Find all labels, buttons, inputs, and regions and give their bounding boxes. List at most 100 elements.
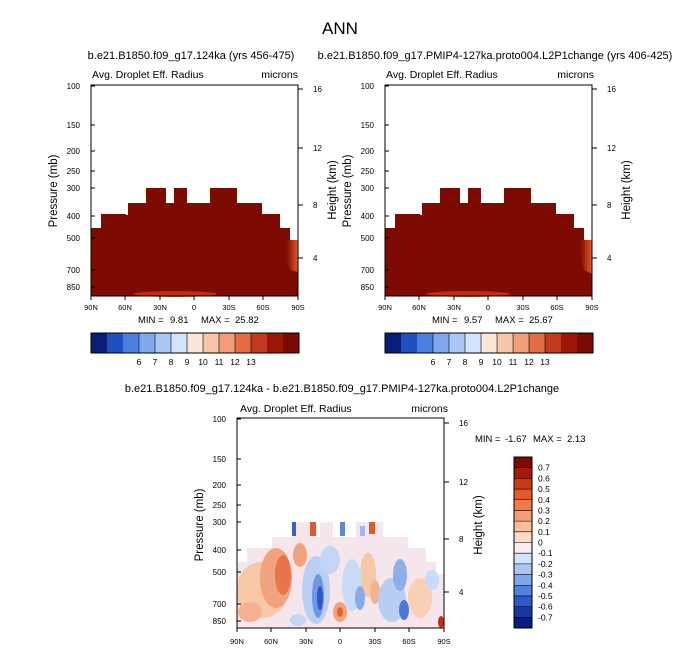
colorbar-swatch	[545, 333, 562, 353]
panel-2-warm-rim	[578, 240, 592, 274]
panel-1-variable-label: Avg. Droplet Eff. Radius	[92, 69, 204, 81]
colorbar-tick-label: 9	[479, 357, 484, 367]
panel-2-units: microns	[557, 69, 594, 81]
panel-2-y2tick: 8	[607, 201, 612, 210]
colorbar-tick-label: 0.4	[538, 495, 550, 505]
panel-3-xtick: 60S	[402, 637, 415, 646]
panel-1-y2tick: 16	[313, 85, 322, 94]
panel-2-xtick: 0	[486, 303, 490, 312]
colorbar-tick-label: -0.3	[538, 570, 553, 580]
panel-2-x-axis: 90N 60N 30N 0 30S 60S 90S	[378, 296, 599, 312]
colorbar-swatch	[514, 467, 532, 479]
panel-2-max-label: MAX =	[495, 315, 524, 326]
panel-3-xtick: 0	[338, 637, 342, 646]
panel-2-ylabel: Pressure (mb)	[342, 154, 354, 227]
panel-3-y-axis: 100 150 200 250 300 400 500 700 850	[213, 415, 241, 626]
panel-3-x-axis: 90N 60N 30N 0 30S 60S 90S	[230, 628, 451, 646]
colorbar-tick-label: -0.5	[538, 591, 553, 601]
panel-2-ytick: 300	[361, 184, 375, 193]
colorbar-swatch	[171, 333, 188, 353]
panel-1-units: microns	[261, 69, 298, 81]
colorbar-swatch	[514, 585, 532, 597]
colorbar-tick-label: 9	[185, 357, 190, 367]
colorbar-swatch	[497, 333, 514, 353]
panel-1-ytick: 100	[67, 82, 81, 91]
colorbar-tick-label: 11	[509, 357, 518, 367]
colorbar-tick-label: 13	[540, 357, 550, 367]
panel-3-ytick: 850	[213, 617, 227, 626]
panel-3-units: microns	[411, 403, 448, 415]
colorbar-tick-label: 0.2	[538, 516, 550, 526]
panel-2-xtick: 30N	[447, 303, 461, 312]
colorbar-swatch	[514, 574, 532, 586]
panel-1-title: b.e21.B1850.f09_g17.124ka (yrs 456-475)	[88, 50, 295, 62]
colorbar-swatch	[514, 595, 532, 607]
colorbar-swatch	[187, 333, 204, 353]
panel-2-ytick: 150	[361, 121, 375, 130]
panel-3-ytick: 400	[213, 546, 227, 555]
panel-2-max-value: 25.67	[529, 315, 553, 326]
panel-1-y-axis: 100 150 200 250 300 400 500 700 850	[67, 82, 95, 292]
colorbar-swatch	[267, 333, 284, 353]
panel-2-stats: MIN = 9.57 MAX = 25.67	[432, 315, 553, 326]
colorbar-tick-label: 8	[169, 357, 174, 367]
colorbar-swatch	[514, 489, 532, 501]
panel-2-min-value: 9.57	[464, 315, 483, 326]
colorbar-tick-label: 7	[447, 357, 452, 367]
colorbar-tick-label: 10	[492, 357, 502, 367]
colorbar-tick-label: 0.6	[538, 473, 550, 483]
panel-1-y2label: Height (km)	[327, 160, 339, 220]
colorbar-swatch	[139, 333, 156, 353]
panel-3-ylabel: Pressure (mb)	[194, 488, 206, 561]
colorbar-swatch	[514, 478, 532, 490]
panel-3-colorbar: 0.70.60.50.40.30.20.10-0.1-0.2-0.3-0.4-0…	[513, 456, 553, 629]
panel-3-ytick: 500	[213, 568, 227, 577]
panel-1-ytick: 150	[67, 121, 81, 130]
panel-2-y2tick: 16	[607, 85, 616, 94]
colorbar-tick-label: 10	[198, 357, 208, 367]
colorbar-swatch	[514, 531, 532, 543]
colorbar-swatch	[283, 333, 300, 353]
panel-3-ytick: 250	[213, 501, 227, 510]
panel-3-ytick: 200	[213, 481, 227, 490]
colorbar-tick-label: 0.5	[538, 484, 550, 494]
colorbar-swatch	[514, 553, 532, 565]
panel-1-ytick: 200	[67, 147, 81, 156]
panel-3-y2tick: 8	[459, 535, 464, 544]
colorbar-tick-label: -0.1	[538, 548, 553, 558]
panel-1-y2-axis: 16 12 8 4	[298, 85, 322, 263]
panel-2-variable-label: Avg. Droplet Eff. Radius	[386, 69, 498, 81]
colorbar-swatch	[514, 521, 532, 533]
colorbar-swatch	[481, 333, 498, 353]
panel-1-field	[91, 188, 298, 297]
colorbar-swatch	[155, 333, 172, 353]
colorbar-swatch	[123, 333, 140, 353]
panel-1: b.e21.B1850.f09_g17.124ka (yrs 456-475) …	[48, 50, 339, 367]
colorbar-tick-label: 13	[246, 357, 256, 367]
panel-1-colorbar: 6 7 8 9 10 11 12 13	[90, 332, 300, 367]
panel-3-ytick: 150	[213, 455, 227, 464]
colorbar-swatch	[514, 563, 532, 575]
panel-2-y2tick: 12	[607, 144, 616, 153]
colorbar-frame	[384, 332, 594, 354]
panel-2-y2-axis: 16 12 8 4	[592, 85, 616, 263]
panel-3-negative-anomalies	[290, 522, 439, 626]
panel-1-max-value: 25.82	[235, 315, 259, 326]
colorbar-tick-label: 0.7	[538, 463, 550, 473]
colorbar-swatch	[514, 542, 532, 554]
colorbar-swatch	[529, 333, 546, 353]
panel-2-ytick: 400	[361, 212, 375, 221]
panel-1-xtick: 60S	[256, 303, 269, 312]
panel-1-y2tick: 4	[313, 254, 318, 263]
colorbar-tick-label: 0	[538, 538, 543, 548]
panel-1-y2tick: 8	[313, 201, 318, 210]
colorbar-swatch	[433, 333, 450, 353]
panel-3-variable-label: Avg. Droplet Eff. Radius	[240, 403, 352, 415]
panel-1-gap	[126, 203, 128, 215]
colorbar-tick-label: 6	[137, 357, 142, 367]
panel-1-xtick: 0	[192, 303, 196, 312]
panel-1-ytick: 400	[67, 212, 81, 221]
colorbar-swatch	[465, 333, 482, 353]
colorbar-swatch	[514, 457, 532, 468]
